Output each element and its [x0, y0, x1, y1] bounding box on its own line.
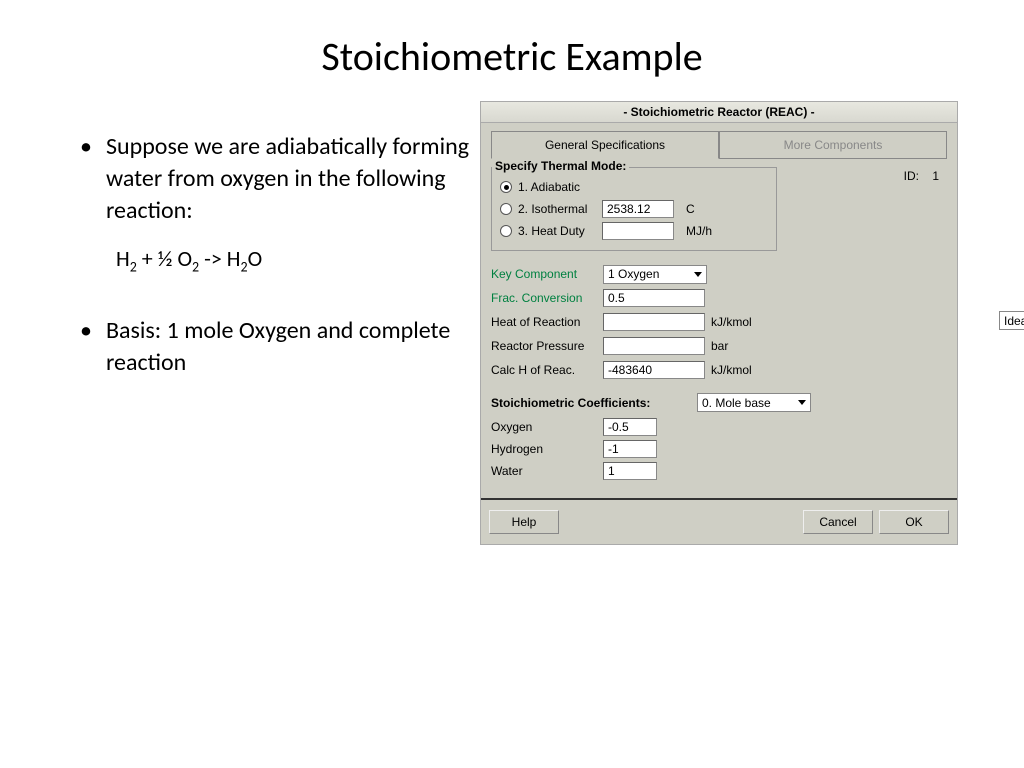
radio-heatduty-row: 3. Heat Duty MJ/h: [500, 220, 768, 242]
reactor-pressure-label: Reactor Pressure: [491, 339, 603, 353]
bullet-dot: •: [80, 131, 92, 227]
bullet-2: • Basis: 1 mole Oxygen and complete reac…: [80, 315, 470, 379]
isothermal-input[interactable]: [602, 200, 674, 218]
key-component-label: Key Component: [491, 267, 603, 281]
calc-h-label: Calc H of Reac.: [491, 363, 603, 377]
eq-plus: + ½ O: [137, 245, 192, 272]
eq-h: H: [116, 245, 130, 272]
radio-heatduty-label: 3. Heat Duty: [518, 224, 596, 238]
coef-row-oxygen: Oxygen: [491, 416, 947, 438]
reaction-equation: H2 + ½ O2 -> H2O: [116, 245, 470, 275]
radio-isothermal[interactable]: [500, 203, 512, 215]
bullet-2-text: Basis: 1 mole Oxygen and complete reacti…: [106, 315, 470, 379]
reactor-pressure-unit: bar: [711, 339, 728, 353]
state-select[interactable]: Ideal gas state: [999, 311, 1024, 330]
left-column: • Suppose we are adiabatically forming w…: [30, 101, 470, 545]
calc-h-input[interactable]: [603, 361, 705, 379]
coef-input-oxygen[interactable]: [603, 418, 657, 436]
tab-more-components[interactable]: More Components: [719, 131, 947, 159]
id-label: ID:: [904, 169, 919, 183]
heat-of-reaction-unit: kJ/kmol: [711, 315, 752, 329]
reactor-dialog: - Stoichiometric Reactor (REAC) - Genera…: [480, 101, 958, 545]
eq-sub3: 2: [241, 258, 248, 275]
stoich-header: Stoichiometric Coefficients: 0. Mole bas…: [491, 393, 947, 412]
reactor-pressure-input[interactable]: [603, 337, 705, 355]
radio-isothermal-label: 2. Isothermal: [518, 202, 596, 216]
help-button[interactable]: Help: [489, 510, 559, 534]
eq-arrow: -> H: [199, 245, 240, 272]
content-area: • Suppose we are adiabatically forming w…: [0, 101, 1024, 545]
right-column: - Stoichiometric Reactor (REAC) - Genera…: [480, 101, 970, 545]
coef-input-water[interactable]: [603, 462, 657, 480]
isothermal-unit: C: [686, 202, 695, 216]
tab-general[interactable]: General Specifications: [491, 131, 719, 159]
heatduty-input[interactable]: [602, 222, 674, 240]
frac-conversion-label: Frac. Conversion: [491, 291, 603, 305]
ok-button[interactable]: OK: [879, 510, 949, 534]
slide-title: Stoichiometric Example: [0, 0, 1024, 101]
thermal-mode-label: Specify Thermal Mode:: [492, 159, 629, 173]
radio-adiabatic-row: 1. Adiabatic: [500, 176, 768, 198]
radio-isothermal-row: 2. Isothermal C: [500, 198, 768, 220]
bullet-dot: •: [80, 315, 92, 379]
eq-o: O: [248, 245, 263, 272]
stoich-label: Stoichiometric Coefficients:: [491, 396, 697, 410]
heat-of-reaction-label: Heat of Reaction: [491, 315, 603, 329]
dialog-body: General Specifications More Components I…: [481, 123, 957, 488]
radio-heatduty[interactable]: [500, 225, 512, 237]
heat-of-reaction-input[interactable]: [603, 313, 705, 331]
bullet-1-text: Suppose we are adiabatically forming wat…: [106, 131, 470, 227]
id-value: 1: [932, 169, 939, 183]
coef-input-hydrogen[interactable]: [603, 440, 657, 458]
frac-conversion-input[interactable]: [603, 289, 705, 307]
coef-row-water: Water: [491, 460, 947, 482]
basis-select[interactable]: 0. Mole base: [697, 393, 811, 412]
id-display: ID: 1: [904, 169, 939, 183]
cancel-button[interactable]: Cancel: [803, 510, 873, 534]
coefficients-area: Oxygen Hydrogen Water: [491, 416, 947, 482]
radio-adiabatic-label: 1. Adiabatic: [518, 180, 596, 194]
key-component-select[interactable]: 1 Oxygen: [603, 265, 707, 284]
calc-h-unit: kJ/kmol: [711, 363, 752, 377]
radio-adiabatic[interactable]: [500, 181, 512, 193]
eq-sub1: 2: [130, 258, 137, 275]
thermal-mode-group: Specify Thermal Mode: 1. Adiabatic 2. Is…: [491, 167, 777, 251]
coef-label-oxygen: Oxygen: [491, 420, 603, 434]
dialog-titlebar: - Stoichiometric Reactor (REAC) -: [481, 102, 957, 123]
tab-bar: General Specifications More Components: [491, 131, 947, 159]
coef-label-hydrogen: Hydrogen: [491, 442, 603, 456]
dialog-button-bar: Help Cancel OK: [481, 500, 957, 544]
coef-row-hydrogen: Hydrogen: [491, 438, 947, 460]
heatduty-unit: MJ/h: [686, 224, 712, 238]
coef-label-water: Water: [491, 464, 603, 478]
properties-block: Key Component 1 Oxygen Frac. Conversion …: [491, 263, 947, 381]
bullet-1: • Suppose we are adiabatically forming w…: [80, 131, 470, 227]
